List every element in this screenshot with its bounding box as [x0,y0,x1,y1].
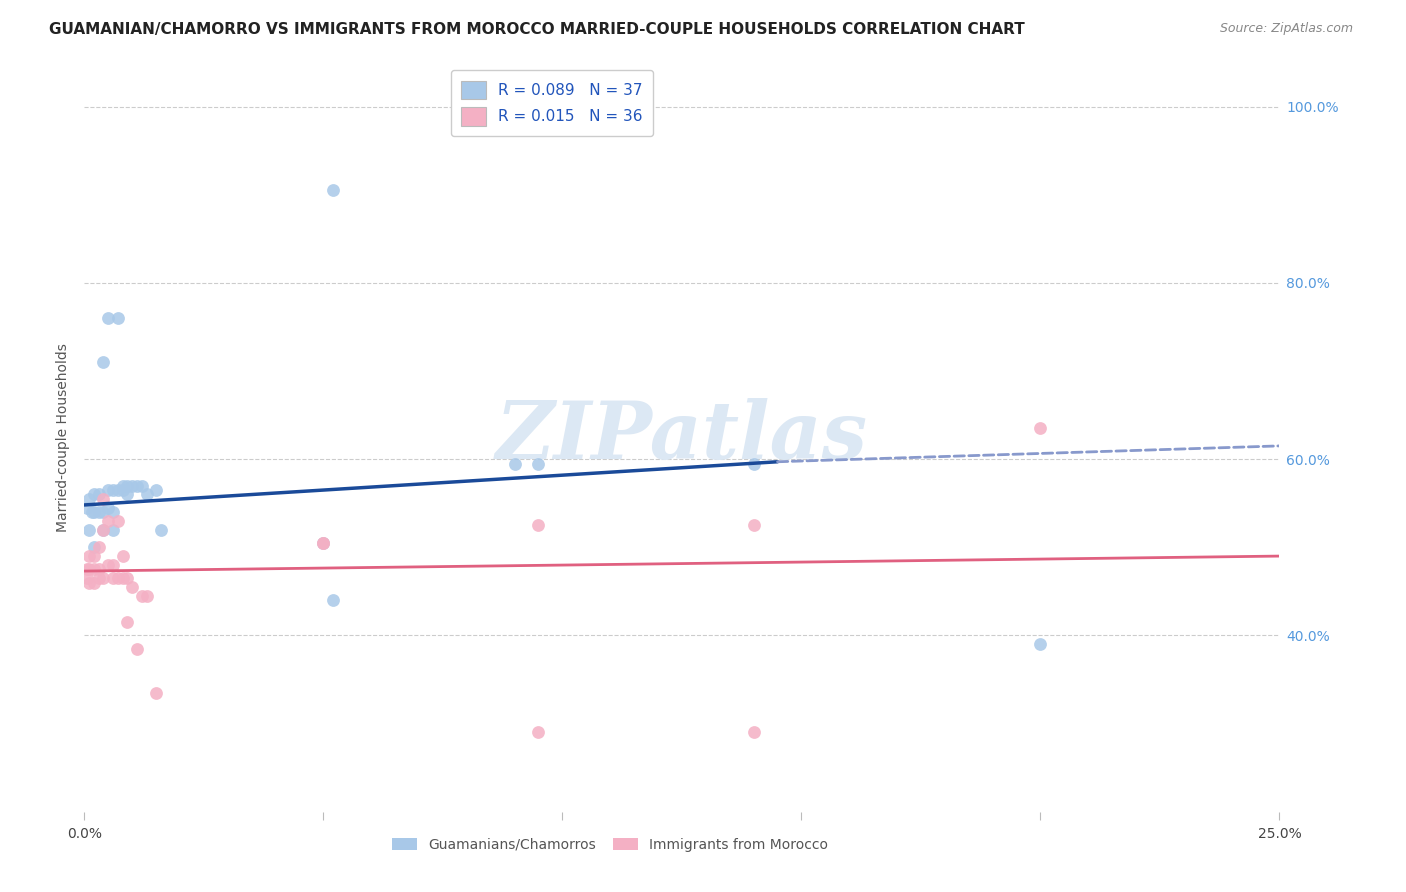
Point [145,686,167,700]
Point [117,571,139,585]
Point [322,183,344,197]
Point [111,571,134,585]
Point [80,505,103,519]
Point [77,523,100,537]
Y-axis label: Married-couple Households: Married-couple Households [56,343,70,532]
Point [101,505,124,519]
Point [87,562,110,576]
Point [83,575,105,590]
Point [93,523,115,537]
Point [101,558,124,572]
Point [121,580,143,594]
Point [131,589,153,603]
Point [135,589,157,603]
Point [76,571,98,585]
Point [83,505,105,519]
Point [93,571,115,585]
Point [101,523,124,537]
Point [93,355,115,369]
Point [87,541,110,555]
Point [107,571,129,585]
Point [93,523,115,537]
Point [117,478,139,492]
Point [77,549,100,563]
Point [76,500,98,515]
Point [97,311,120,326]
Point [111,478,134,492]
Point [107,483,129,497]
Legend: Guamanians/Chamorros, Immigrants from Morocco: Guamanians/Chamorros, Immigrants from Mo… [387,832,834,857]
Point [97,483,120,497]
Point [87,505,110,519]
Point [125,641,148,656]
Point [503,457,526,471]
Point [322,593,344,607]
Point [117,487,139,501]
Point [101,571,124,585]
Point [111,483,134,497]
Point [93,505,115,519]
Point [111,549,134,563]
Point [97,514,120,528]
Point [83,541,105,555]
Point [527,457,550,471]
Point [312,536,335,550]
Point [742,518,765,533]
Point [145,483,167,497]
Point [1029,637,1052,651]
Point [742,725,765,739]
Point [121,478,143,492]
Text: ZIPatlas: ZIPatlas [496,399,868,475]
Point [125,478,148,492]
Point [135,487,157,501]
Point [107,514,129,528]
Point [101,483,124,497]
Point [149,523,172,537]
Point [131,478,153,492]
Point [83,487,105,501]
Text: GUAMANIAN/CHAMORRO VS IMMIGRANTS FROM MOROCCO MARRIED-COUPLE HOUSEHOLDS CORRELAT: GUAMANIAN/CHAMORRO VS IMMIGRANTS FROM MO… [49,22,1025,37]
Point [76,562,98,576]
Point [527,725,550,739]
Point [77,562,100,576]
Text: Source: ZipAtlas.com: Source: ZipAtlas.com [1219,22,1353,36]
Point [527,518,550,533]
Point [117,615,139,630]
Point [742,457,765,471]
Point [93,491,115,506]
Point [107,311,129,326]
Point [77,575,100,590]
Point [83,562,105,576]
Point [87,571,110,585]
Point [87,487,110,501]
Point [312,536,335,550]
Point [312,536,335,550]
Point [1029,421,1052,435]
Point [97,558,120,572]
Point [83,549,105,563]
Point [77,491,100,506]
Point [97,500,120,515]
